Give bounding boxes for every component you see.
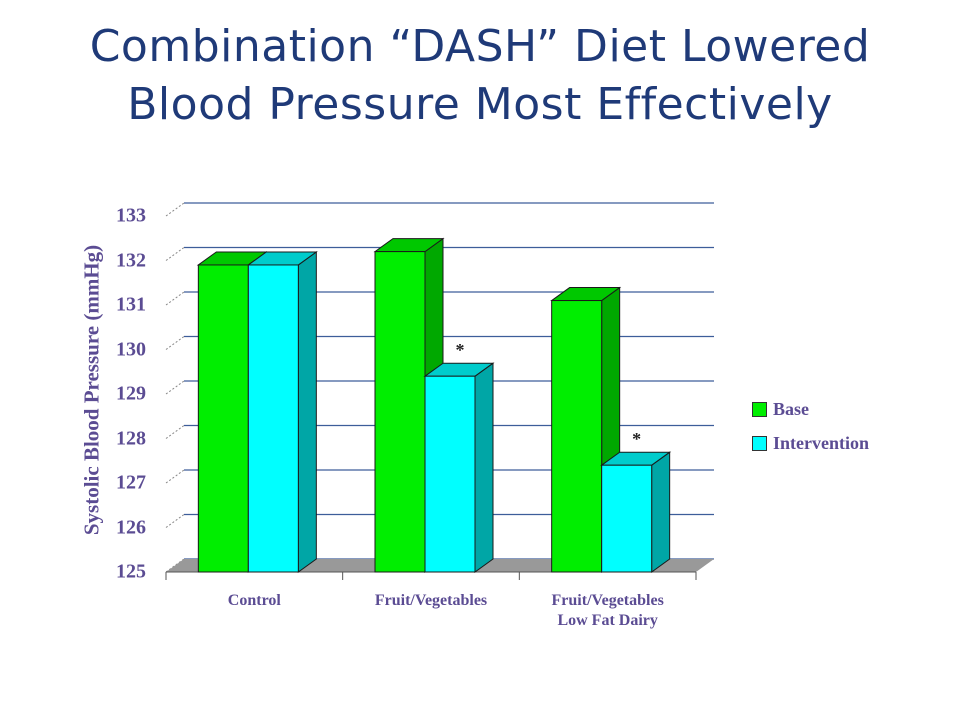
x-category-label-line: Fruit/Vegetables bbox=[374, 592, 488, 609]
gridline-depth bbox=[165, 380, 185, 395]
y-tick-label: 125 bbox=[116, 560, 146, 583]
y-tick-label: 130 bbox=[116, 338, 146, 360]
x-category-label-line: Control bbox=[227, 592, 281, 609]
legend-label-base: Base bbox=[773, 398, 809, 419]
bar-base-0 bbox=[197, 264, 249, 573]
x-category-label: Control bbox=[228, 591, 281, 611]
chart-title-line-1: Combination “DASH” Diet Lowered bbox=[89, 21, 871, 72]
bar-intervention-1 bbox=[424, 375, 476, 573]
legend-swatch-intervention bbox=[752, 435, 767, 451]
bar-intervention-2 bbox=[601, 464, 653, 573]
bar-intervention-0 bbox=[247, 264, 299, 573]
y-tick-label: 129 bbox=[116, 382, 146, 405]
legend-swatch-base bbox=[752, 401, 767, 417]
y-tick-label: 131 bbox=[116, 293, 146, 316]
legend-label-intervention: Intervention bbox=[773, 432, 869, 453]
gridline-depth bbox=[165, 514, 185, 528]
gridline-depth bbox=[165, 291, 185, 306]
legend: Base Intervention bbox=[752, 392, 869, 460]
gridline-depth bbox=[165, 425, 185, 439]
gridline-depth bbox=[165, 202, 185, 217]
y-tick-label: 127 bbox=[116, 471, 146, 494]
x-category-label: Fruit/Vegetables Low Fat Dairy bbox=[552, 591, 664, 631]
x-category-label: Fruit/Vegetables bbox=[375, 591, 487, 611]
bar-side-intervention-1 bbox=[474, 362, 494, 573]
x-category-label-line: Low Fat Dairy bbox=[557, 612, 658, 629]
gridline-depth bbox=[165, 247, 185, 261]
legend-item-intervention: Intervention bbox=[752, 426, 869, 460]
y-tick-label: 133 bbox=[116, 204, 146, 227]
bar-side-intervention-0 bbox=[297, 250, 317, 573]
bar-base-2 bbox=[551, 300, 603, 573]
chart-title-line-2: Blood Pressure Most Effectively bbox=[127, 79, 833, 130]
y-tick-label: 132 bbox=[116, 249, 146, 271]
y-tick-label: 128 bbox=[116, 427, 146, 449]
significance-marker: * bbox=[455, 340, 465, 361]
bar-side-intervention-2 bbox=[651, 451, 671, 573]
legend-item-base: Base bbox=[752, 392, 869, 426]
bar-base-1 bbox=[374, 251, 426, 573]
significance-marker: * bbox=[632, 429, 642, 450]
y-tick-label: 126 bbox=[116, 516, 146, 538]
chart-title: Combination “DASH” Diet Lowered Blood Pr… bbox=[0, 18, 960, 134]
gridline-depth bbox=[165, 336, 185, 350]
x-category-label-line: Fruit/Vegetables bbox=[551, 592, 664, 609]
gridline-depth bbox=[165, 469, 185, 484]
